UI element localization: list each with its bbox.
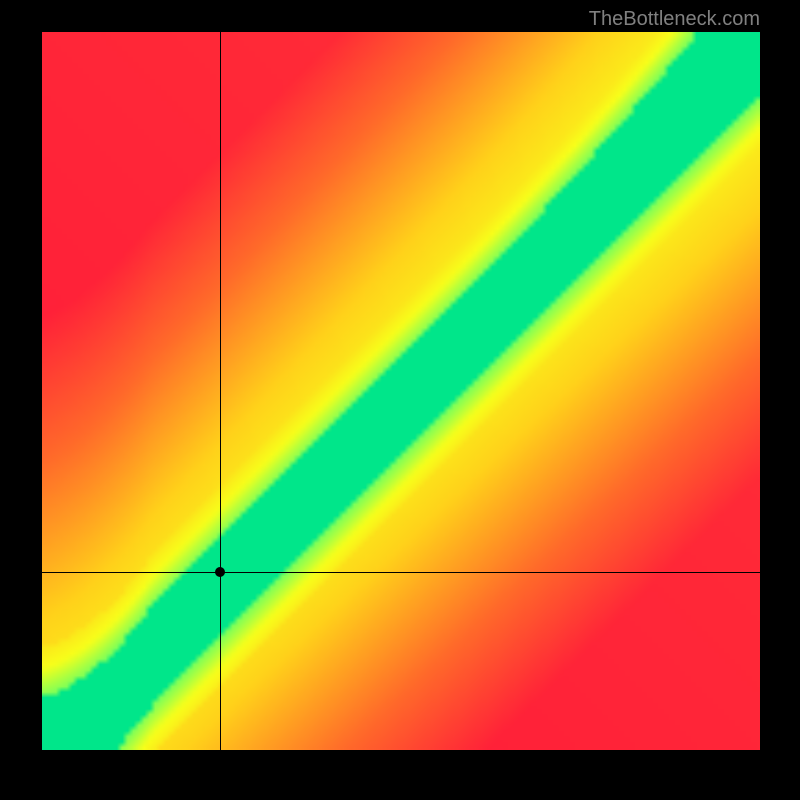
crosshair-horizontal-line: [42, 572, 760, 573]
heatmap-canvas: [42, 32, 760, 750]
bottleneck-heatmap-chart: [42, 32, 760, 750]
marker-dot: [215, 567, 225, 577]
plot-area: [42, 32, 760, 750]
crosshair-vertical-line: [220, 32, 221, 750]
watermark-text: TheBottleneck.com: [589, 8, 760, 31]
